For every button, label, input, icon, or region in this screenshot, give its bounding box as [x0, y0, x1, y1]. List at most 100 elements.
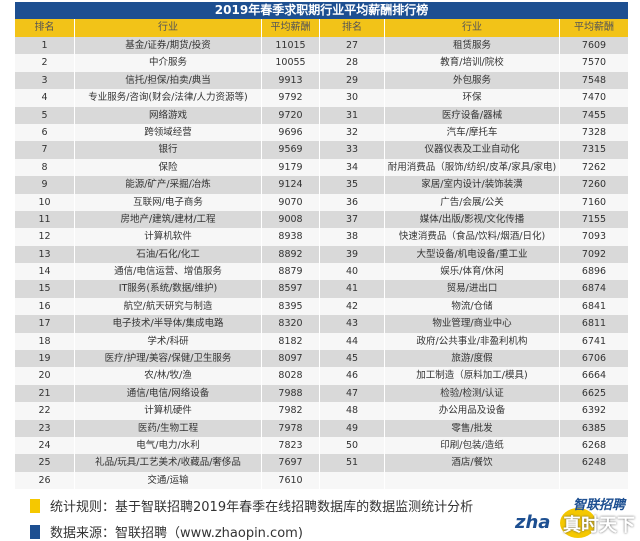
table-row: 5 网络游戏 9720 31 医疗设备/器械 7455 — [15, 106, 628, 124]
table-title: 2019年春季求职期行业平均薪酬排行榜 — [15, 2, 628, 19]
cell-salary: 8597 — [262, 280, 320, 298]
cell-rank: 4 — [15, 89, 75, 107]
cell-rank: 21 — [15, 384, 75, 403]
cell-salary-2: 7609 — [581, 40, 607, 51]
cell-rank: 16 — [15, 297, 75, 316]
header-industry: 行业 — [75, 19, 262, 37]
cell-salary-2: 6741 — [581, 335, 607, 347]
cell-salary-2: 6706 — [581, 353, 607, 365]
cell-salary: 8097 — [262, 350, 320, 368]
cell-rank: 5 — [15, 106, 75, 124]
cell-industry-2: 汽车/摩托车 — [385, 123, 560, 142]
zhaopin-logo: 智联招聘 zha 真时天下 — [515, 494, 635, 538]
cell-rank-2: 34 — [320, 158, 385, 177]
cell-salary: 9070 — [262, 193, 320, 211]
cell-industry-2: 医疗设备/器械 — [385, 106, 560, 124]
cell-industry-2: 快速消费品（食品/饮料/烟酒/日化) — [385, 228, 560, 246]
cell-industry: 电气/电力/水利 — [75, 436, 262, 455]
table-row: 4 专业服务/咨询(财会/法律/人力资源等) 9792 30 环保 7470 — [15, 89, 628, 107]
footer-source-text: 数据来源：智联招聘（www.zhaopin.com) — [50, 526, 303, 541]
cell-salary: 9696 — [262, 123, 320, 142]
cell-salary-2: 7548 — [581, 74, 607, 86]
cell-industry: 医疗/护理/美容/保健/卫生服务 — [75, 350, 262, 368]
cell-rank-2: 27 — [320, 37, 385, 55]
cell-salary-2: 7315 — [581, 144, 607, 156]
cell-salary-2: 7262 — [581, 161, 607, 173]
cell-industry-2: 物业管理/商业中心 — [385, 315, 560, 333]
cell-industry-2: 外包服务 — [385, 71, 560, 90]
cell-salary: 8182 — [262, 332, 320, 351]
cell-rank-2: 44 — [320, 332, 385, 351]
cell-rank: 1 — [15, 37, 75, 55]
cell-rank-2: 36 — [320, 193, 385, 211]
cell-industry: 互联网/电子商务 — [75, 193, 262, 211]
table-row: 2 中介服务 10055 28 教育/培训/院校 7570 — [15, 54, 628, 72]
cell-industry-2: 贸易/进出口 — [385, 280, 560, 298]
cell-rank: 13 — [15, 245, 75, 264]
cell-rank: 11 — [15, 210, 75, 229]
cell-rank: 17 — [15, 315, 75, 333]
cell-rank: 25 — [15, 454, 75, 472]
cell-industry: 交通/运输 — [75, 471, 262, 490]
cell-industry-2: 家居/室内设计/装饰装潢 — [385, 176, 560, 194]
table-row: 6 跨领域经营 9696 32 汽车/摩托车 7328 — [15, 123, 628, 142]
cell-salary-2: 6896 — [581, 266, 607, 278]
table-row: 17 电子技术/半导体/集成电路 8320 43 物业管理/商业中心 6811 — [15, 315, 628, 333]
footer-rule: 统计规则：基于智联招聘2019年春季在线招聘数据库的数据监测统计分析 — [30, 496, 473, 515]
cell-industry: 网络游戏 — [75, 106, 262, 124]
cell-salary: 8938 — [262, 228, 320, 246]
cell-salary-2: 6811 — [581, 318, 607, 330]
cell-rank-2: 28 — [320, 54, 385, 72]
table-row: 23 医药/生物工程 7978 49 零售/批发 6385 — [15, 419, 628, 437]
cell-salary: 11015 — [262, 37, 320, 55]
cell-rank-2: 50 — [320, 436, 385, 455]
cell-rank-2: 30 — [320, 89, 385, 107]
cell-rank: 23 — [15, 419, 75, 437]
cell-salary: 7978 — [262, 419, 320, 437]
cell-industry: 医药/生物工程 — [75, 419, 262, 437]
cell-industry: 计算机硬件 — [75, 402, 262, 420]
cell-industry: 房地产/建筑/建材/工程 — [75, 210, 262, 229]
cell-rank-2: 46 — [320, 367, 385, 385]
table-row: 9 能源/矿产/采掘/冶炼 9124 35 家居/室内设计/装饰装潢 7260 — [15, 176, 628, 194]
watermark-text: 真时天下 — [563, 515, 635, 536]
table-row: 14 通信/电信运营、增值服务 8879 40 娱乐/体育/休闲 6896 — [15, 263, 628, 281]
cell-rank: 22 — [15, 402, 75, 420]
cell-rank: 3 — [15, 71, 75, 90]
cell-industry-2: 检验/检测/认证 — [385, 384, 560, 403]
cell-salary-2: 6385 — [581, 422, 607, 434]
cell-industry-2: 租赁服务 — [385, 37, 560, 55]
cell-rank-2: 37 — [320, 210, 385, 229]
cell-salary-2: 6392 — [581, 405, 607, 417]
header-salary-2: 平均薪酬 — [574, 22, 614, 33]
cell-rank-2: 39 — [320, 245, 385, 264]
header-salary: 平均薪酬 — [262, 19, 320, 37]
cell-industry-2: 酒店/餐饮 — [385, 454, 560, 472]
table-row: 12 计算机软件 8938 38 快速消费品（食品/饮料/烟酒/日化) 7093 — [15, 228, 628, 246]
cell-rank-2: 45 — [320, 350, 385, 368]
cell-rank: 26 — [15, 471, 75, 490]
cell-rank: 15 — [15, 280, 75, 298]
cell-industry: 航空/航天研究与制造 — [75, 297, 262, 316]
cell-salary: 9720 — [262, 106, 320, 124]
table-row: 19 医疗/护理/美容/保健/卫生服务 8097 45 旅游/度假 6706 — [15, 350, 628, 368]
cell-rank-2: 49 — [320, 419, 385, 437]
table-row: 24 电气/电力/水利 7823 50 印刷/包装/造纸 6268 — [15, 436, 628, 455]
table-row: 21 通信/电信/网络设备 7988 47 检验/检测/认证 6625 — [15, 384, 628, 403]
cell-salary: 9792 — [262, 89, 320, 107]
cell-industry: 中介服务 — [75, 54, 262, 72]
cell-salary-2: 6874 — [581, 283, 607, 295]
cell-rank: 2 — [15, 54, 75, 72]
cell-rank: 14 — [15, 263, 75, 281]
cell-industry-2 — [385, 471, 560, 490]
cell-industry: 专业服务/咨询(财会/法律/人力资源等) — [75, 89, 262, 107]
cell-industry: 跨领域经营 — [75, 123, 262, 142]
cell-salary: 7697 — [262, 454, 320, 472]
blue-square-icon — [30, 524, 40, 539]
table-row: 10 互联网/电子商务 9070 36 广告/会展/公关 7160 — [15, 193, 628, 211]
cell-salary-2 — [560, 472, 628, 489]
table-row: 1 基金/证券/期货/投资 11015 27 租赁服务 7609 — [15, 37, 628, 55]
header-rank: 排名 — [15, 19, 75, 37]
table-row: 26 交通/运输 7610 — [15, 471, 628, 490]
cell-rank: 12 — [15, 228, 75, 246]
